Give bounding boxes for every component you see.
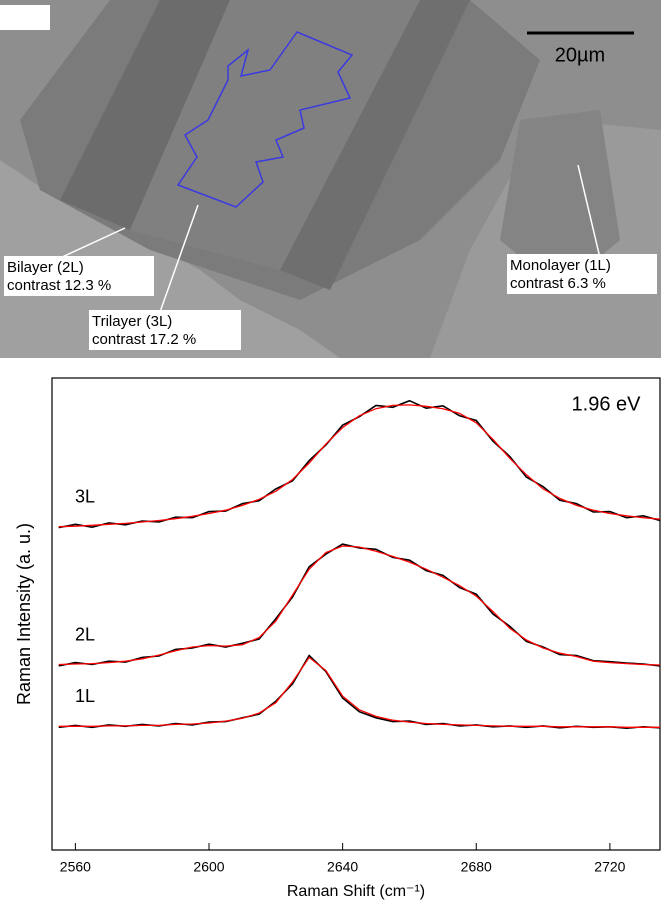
monolayer-contrast: contrast 6.3 % bbox=[510, 275, 606, 292]
plot-frame bbox=[52, 378, 660, 850]
x-tick-label: 2640 bbox=[327, 859, 358, 875]
curve-label: 3L bbox=[75, 486, 95, 506]
fit-curve bbox=[59, 405, 660, 527]
curve-label: 2L bbox=[75, 625, 95, 645]
measured-spectrum bbox=[59, 656, 660, 729]
fit-curve bbox=[59, 546, 660, 665]
x-tick-label: 2560 bbox=[60, 859, 91, 875]
x-tick-label: 2680 bbox=[461, 859, 492, 875]
page: {"image": {"scale_bar": "20µm", "labels"… bbox=[0, 0, 661, 907]
y-axis-label: Raman Intensity (a. u.) bbox=[14, 523, 34, 705]
measured-spectrum bbox=[59, 544, 660, 666]
x-tick-label: 2600 bbox=[193, 859, 224, 875]
bilayer-contrast: contrast 12.3 % bbox=[7, 277, 111, 294]
curve-label: 1L bbox=[75, 686, 95, 706]
scale-bar-label: 20µm bbox=[555, 44, 605, 66]
fit-curve bbox=[59, 657, 660, 727]
annotation: 1.96 eV bbox=[572, 393, 642, 415]
x-axis-label: Raman Shift (cm⁻¹) bbox=[287, 883, 425, 900]
trilayer-label: Trilayer (3L) bbox=[92, 313, 172, 330]
measured-spectrum bbox=[59, 401, 660, 528]
trilayer-contrast: contrast 17.2 % bbox=[92, 331, 196, 348]
monolayer-label: Monolayer (1L) bbox=[510, 257, 611, 274]
figure: 20µm Bilayer (2L) contrast 12.3 % Trilay… bbox=[0, 0, 661, 907]
bilayer-label: Bilayer (2L) bbox=[7, 259, 84, 276]
x-tick-label: 2720 bbox=[594, 859, 625, 875]
